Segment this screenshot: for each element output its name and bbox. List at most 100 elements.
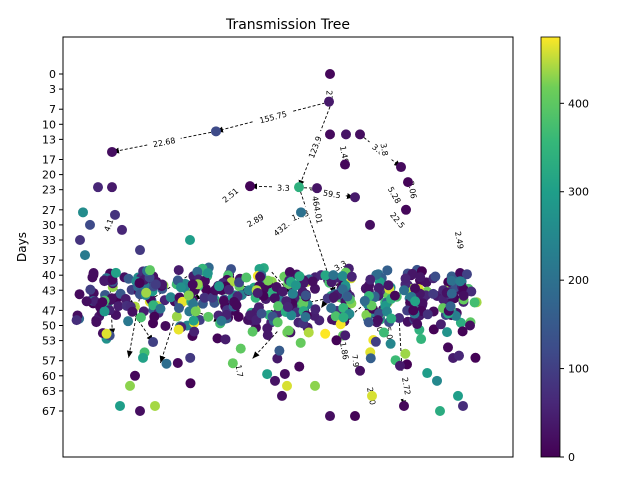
case-point: [263, 275, 274, 286]
case-point: [466, 286, 477, 297]
case-point: [173, 324, 184, 335]
case-point: [355, 365, 365, 376]
colorbar-ticks: 0 100 200 300 400: [560, 97, 589, 464]
case-point: [235, 343, 246, 354]
case-point: [227, 358, 238, 369]
case-point: [469, 297, 480, 308]
transmission-edge: [111, 130, 217, 154]
y-tick-label: 37: [42, 254, 56, 267]
case-point: [310, 304, 321, 315]
y-tick-label: 3: [49, 83, 56, 96]
edge-weight-label: 2.72: [398, 371, 416, 401]
case-point: [294, 271, 305, 282]
case-point: [355, 129, 365, 140]
edge-weight-label-bg: [215, 181, 245, 209]
y-tick-label: 33: [42, 234, 56, 247]
case-point: [422, 368, 433, 379]
case-point: [320, 328, 331, 339]
case-point: [277, 286, 288, 297]
case-point: [107, 182, 117, 193]
case-point: [400, 273, 411, 284]
edge-labels-layer: 27155.7522.68123.93.359.53.053.81.495.28…: [98, 87, 469, 411]
case-point: [185, 378, 196, 389]
case-point: [337, 271, 348, 282]
case-point: [282, 301, 293, 312]
case-point: [272, 353, 283, 364]
y-tick-label: 7: [49, 103, 56, 116]
transmission-edge: [147, 273, 192, 303]
case-point: [148, 337, 159, 348]
case-point: [262, 323, 273, 334]
edge-weight-text: 1.49: [338, 145, 350, 164]
edge-weight-label-bg: [382, 179, 408, 210]
colorbar-tick-label: 200: [568, 274, 589, 287]
case-point: [340, 330, 351, 341]
edge-weight-label: 1.86: [336, 335, 354, 366]
edge-weight-text: 2.72: [400, 376, 412, 395]
edge-weight-label-bg: [317, 185, 347, 202]
case-point: [189, 326, 200, 337]
case-point: [328, 292, 339, 303]
case-point: [272, 317, 283, 328]
edge-weight-label: 2.51: [215, 181, 245, 209]
edge-weight-text: 2.49: [453, 231, 465, 250]
case-point: [442, 327, 453, 338]
case-point: [432, 375, 442, 386]
case-point: [320, 270, 331, 281]
case-point: [294, 361, 305, 372]
case-point: [410, 283, 421, 294]
case-point: [350, 192, 360, 203]
case-point: [290, 280, 301, 291]
case-point: [363, 317, 374, 328]
y-tick-label: 50: [42, 319, 56, 332]
edge-weight-text: 59.5: [322, 189, 341, 201]
case-point: [295, 337, 306, 348]
case-point: [365, 274, 376, 285]
case-point: [115, 400, 125, 411]
case-point: [370, 336, 381, 347]
case-point: [150, 279, 161, 290]
case-point: [330, 311, 341, 322]
case-point: [130, 370, 140, 381]
transmission-edge: [298, 187, 336, 295]
case-point: [303, 327, 314, 338]
case-point: [171, 311, 182, 322]
case-point: [234, 277, 245, 288]
edge-weight-label-bg: [302, 128, 327, 165]
case-point: [218, 295, 229, 306]
case-point: [175, 282, 186, 293]
case-point: [282, 380, 292, 391]
case-point: [75, 234, 85, 245]
case-point: [214, 281, 225, 292]
transmission-edge: [249, 183, 318, 190]
case-point: [342, 291, 353, 302]
case-point: [187, 279, 198, 290]
case-point: [284, 267, 295, 278]
case-point: [262, 369, 273, 380]
y-axis-label: Days: [15, 232, 29, 262]
case-point: [192, 266, 203, 277]
case-point: [400, 348, 411, 359]
case-point: [91, 317, 102, 328]
case-point: [117, 224, 127, 235]
case-point: [97, 297, 108, 308]
transmission-edge: [126, 278, 144, 358]
case-point: [277, 390, 287, 401]
case-point: [446, 275, 457, 286]
case-point: [430, 271, 441, 282]
case-point: [212, 333, 223, 344]
edge-weight-label: 2.49: [451, 225, 469, 255]
colorbar-tick-label: 300: [568, 186, 589, 199]
case-point: [155, 303, 166, 314]
case-point: [300, 312, 311, 323]
case-point: [74, 289, 85, 300]
case-point: [135, 406, 145, 416]
case-point: [99, 306, 110, 317]
edge-weight-label: 2.89: [239, 207, 271, 233]
case-point: [161, 358, 172, 369]
case-point: [401, 204, 411, 215]
plot-frame: [62, 36, 514, 458]
case-point: [173, 303, 184, 314]
case-point: [145, 265, 155, 276]
